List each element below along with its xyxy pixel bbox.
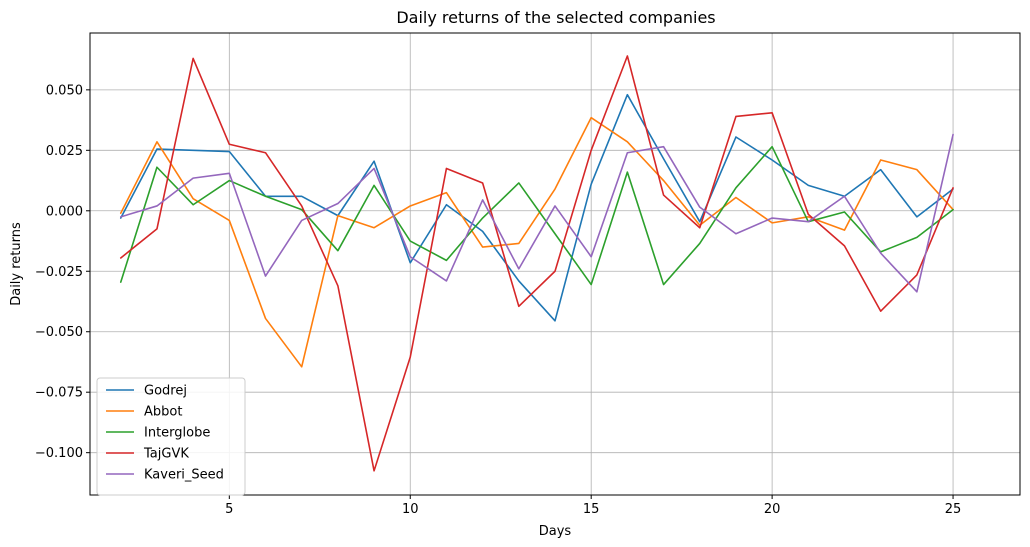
legend-box xyxy=(96,377,246,496)
legend-label: TajGVK xyxy=(143,447,189,462)
y-tick-label: 0.050 xyxy=(46,83,83,98)
legend: Godrej Abbot Interglobe TajGVK Kaveri_Seed xyxy=(96,377,246,496)
y-tick-label: −0.025 xyxy=(35,265,83,280)
series-line-kaveri-seed xyxy=(119,133,954,293)
x-tick-label: 25 xyxy=(945,502,962,517)
x-tick-label: 20 xyxy=(764,502,781,517)
x-tick-label: 5 xyxy=(225,502,233,517)
legend-label: Abbot xyxy=(144,405,182,420)
axis-ticks: 5 10 15 20 25 −0.100 −0.075 −0.050 −0.025 0.000 0.… xyxy=(35,83,961,517)
x-tick-label: 10 xyxy=(402,502,419,517)
y-tick-label: 0.000 xyxy=(46,204,83,219)
chart-title: Daily returns of the selected companies xyxy=(396,8,715,27)
y-tick-label: 0.025 xyxy=(46,144,83,159)
series-line-godrej xyxy=(119,93,954,322)
plot-frame xyxy=(89,32,1021,496)
series-line-tajgvk xyxy=(119,55,954,472)
x-axis-title: Days xyxy=(539,524,572,539)
grid-lines xyxy=(90,33,1020,495)
y-tick-label: −0.075 xyxy=(35,386,83,401)
legend-label: Interglobe xyxy=(144,426,210,441)
y-tick-label: −0.050 xyxy=(35,325,83,340)
y-axis-title: Daily returns xyxy=(9,222,24,306)
series-lines xyxy=(119,55,954,472)
y-tick-label: −0.100 xyxy=(35,446,83,461)
legend-label: Kaveri_Seed xyxy=(144,468,224,483)
legend-label: Godrej xyxy=(144,384,187,399)
x-tick-label: 15 xyxy=(583,502,600,517)
